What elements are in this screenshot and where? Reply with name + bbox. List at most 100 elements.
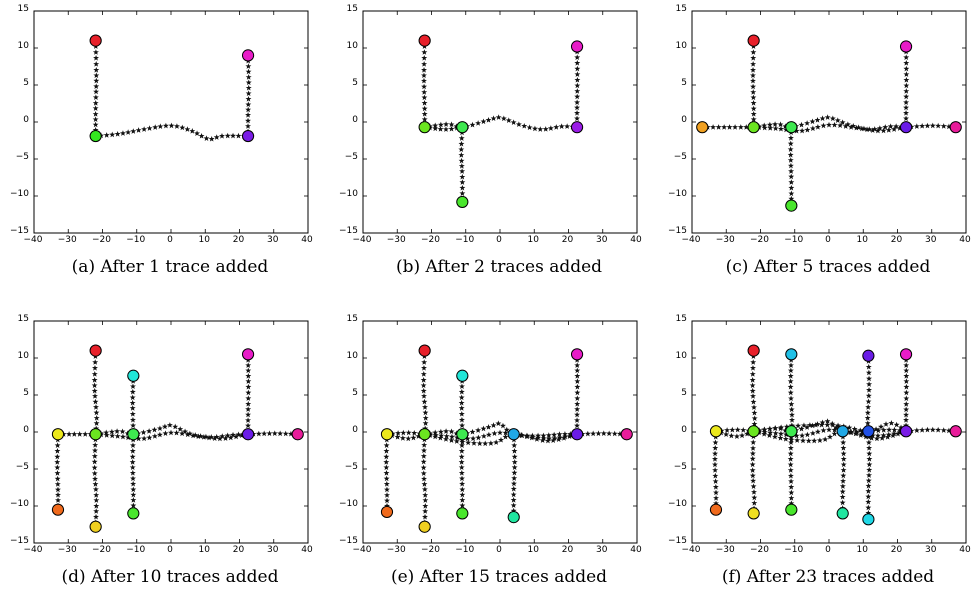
trace-point xyxy=(245,367,252,374)
trace-point xyxy=(172,423,179,430)
trace-point xyxy=(540,435,547,441)
trace-point xyxy=(168,429,174,436)
trace-point xyxy=(129,410,136,417)
trace-point xyxy=(469,121,476,128)
trace-point xyxy=(873,426,879,432)
trace-point xyxy=(750,365,756,371)
y-tick-label: −5 xyxy=(344,462,358,472)
trace-point xyxy=(887,123,894,129)
trace-point xyxy=(844,121,851,127)
trace-point xyxy=(459,491,466,498)
trace-point xyxy=(432,122,439,129)
trace-point xyxy=(766,432,773,438)
trace-point xyxy=(864,126,871,133)
trace-point xyxy=(728,432,735,439)
trace-point xyxy=(245,383,252,390)
trace-point xyxy=(92,398,99,405)
trace-point xyxy=(421,61,428,67)
trace-point xyxy=(129,394,136,401)
trace-point xyxy=(482,440,489,447)
trace-point xyxy=(831,426,838,433)
trace-point xyxy=(125,129,132,135)
y-tick-label: 15 xyxy=(346,4,358,14)
trace-point xyxy=(405,429,412,436)
trace-point xyxy=(245,74,252,80)
trace-point xyxy=(574,362,581,368)
trace-point xyxy=(574,104,581,111)
trace-point xyxy=(245,68,252,75)
trace-point xyxy=(140,429,147,435)
trace-point xyxy=(421,481,428,487)
node-point xyxy=(89,520,102,533)
trace-point xyxy=(865,509,872,516)
node-point xyxy=(836,507,849,520)
node-point xyxy=(418,34,431,47)
x-tick-label: 0 xyxy=(496,235,502,245)
trace-point xyxy=(550,437,557,443)
trace-point xyxy=(616,430,623,437)
trace-point xyxy=(750,72,756,79)
trace-point xyxy=(93,55,99,61)
trace-point xyxy=(865,482,872,489)
trace-point xyxy=(245,422,251,429)
trace-point xyxy=(458,152,465,158)
trace-point xyxy=(420,470,427,476)
trace-point xyxy=(903,115,909,122)
node-point xyxy=(862,513,875,526)
trace-point xyxy=(230,132,236,139)
trace-point xyxy=(891,430,898,437)
trace-point xyxy=(491,430,498,436)
trace-point xyxy=(213,433,220,440)
x-tick-label: 10 xyxy=(856,235,868,245)
trace-point xyxy=(92,121,99,128)
trace-point xyxy=(245,79,252,86)
trace-point xyxy=(92,49,99,55)
trace-point xyxy=(459,497,466,503)
nodes xyxy=(696,34,962,212)
x-tick-label: −30 xyxy=(386,545,406,555)
trace-point xyxy=(903,416,909,423)
trace-point xyxy=(829,115,836,122)
trace-point xyxy=(819,115,826,122)
trace-point xyxy=(842,123,849,129)
trace-point xyxy=(114,131,121,137)
trace-point xyxy=(415,433,422,439)
trace-point xyxy=(103,429,110,436)
trace-point xyxy=(782,435,789,442)
node-point xyxy=(785,503,798,516)
trace-point xyxy=(287,430,294,437)
trace-point xyxy=(833,424,840,431)
x-tick-label: 20 xyxy=(232,545,245,555)
trace-point xyxy=(903,411,910,418)
node-point xyxy=(747,425,760,438)
x-tick-label: 20 xyxy=(561,545,574,555)
node-point xyxy=(899,348,913,361)
trace-point xyxy=(173,123,180,129)
trace-point xyxy=(761,122,768,129)
trace-point xyxy=(495,420,502,427)
trace-point xyxy=(893,421,900,428)
trace-point xyxy=(114,433,121,439)
trace-point xyxy=(490,115,497,122)
trace-point xyxy=(92,442,99,448)
trace-point xyxy=(574,71,581,77)
x-tick-label: 40 xyxy=(301,235,313,245)
trace-point xyxy=(827,433,833,440)
y-tick-label: 0 xyxy=(352,115,358,125)
trace-point xyxy=(924,426,931,433)
trace-point xyxy=(574,383,581,390)
trace-point xyxy=(245,417,251,423)
trace-point xyxy=(567,432,574,439)
trace-point xyxy=(531,125,538,132)
trace-point xyxy=(203,135,210,141)
node-point xyxy=(570,428,584,441)
trace-point xyxy=(600,430,607,436)
trace-point xyxy=(787,472,794,479)
node-point xyxy=(899,121,913,134)
trace-point xyxy=(712,444,719,451)
trace-point xyxy=(464,435,471,442)
chart-panel xyxy=(691,320,967,544)
y-tick-label: 10 xyxy=(346,351,358,361)
trace-point xyxy=(540,432,547,439)
trace-point xyxy=(822,436,829,442)
